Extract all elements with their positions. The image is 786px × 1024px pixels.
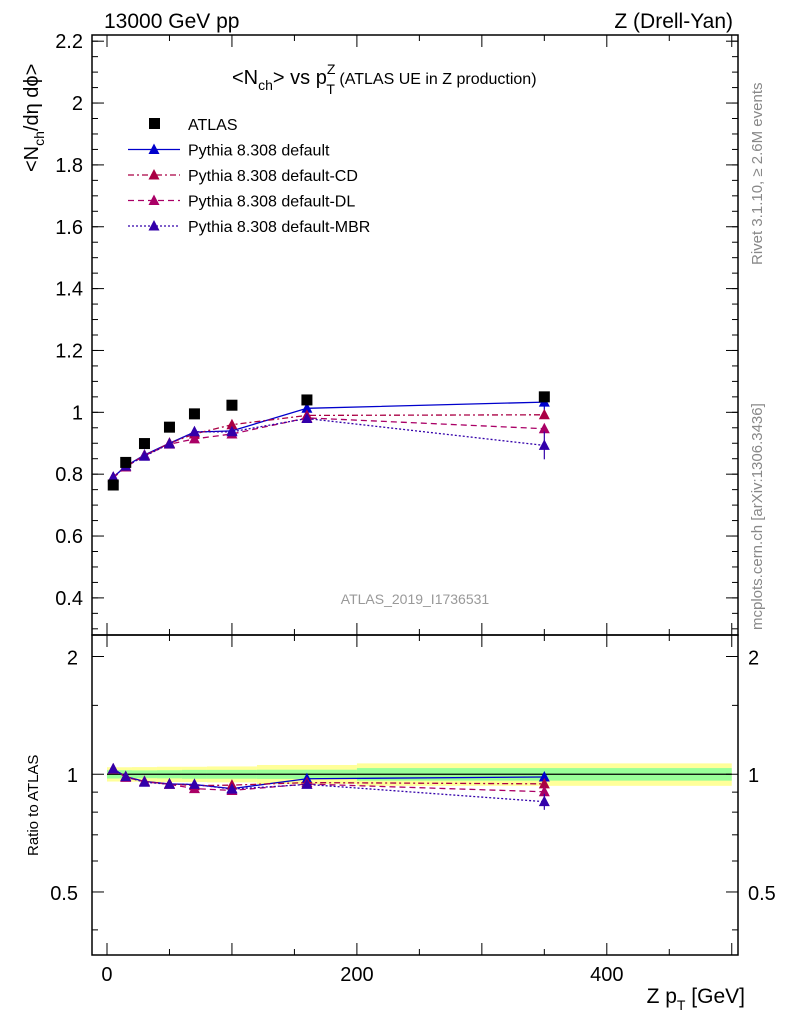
legend-entry-label: Pythia 8.308 default-DL bbox=[188, 194, 355, 211]
ratio-y-tick-label-right: 1 bbox=[748, 765, 759, 787]
legend-entry-label: Pythia 8.308 default bbox=[188, 143, 330, 160]
main-y-tick-label: 2 bbox=[72, 93, 83, 115]
main-line-cd bbox=[112, 414, 545, 478]
ratio-point-mbr bbox=[538, 795, 550, 807]
main-point-atlas bbox=[138, 438, 150, 450]
header-left-label: 13000 GeV pp bbox=[104, 10, 239, 33]
ratio-point-mbr bbox=[163, 778, 175, 789]
title-mid: > vs p bbox=[273, 67, 327, 89]
main-point-mbr bbox=[107, 471, 119, 482]
main-point-mbr bbox=[138, 450, 150, 461]
ratio-point-mbr bbox=[120, 770, 132, 782]
main-y-tick-label: 0.4 bbox=[55, 588, 83, 610]
main-point-atlas bbox=[188, 408, 200, 420]
main-point-mbr bbox=[163, 437, 175, 449]
ratio-y-tick-label-right: 0.5 bbox=[748, 883, 776, 905]
main-point-atlas bbox=[538, 391, 550, 403]
legend-marker-mbr bbox=[148, 220, 160, 231]
main-y-tick-label: 1.4 bbox=[55, 279, 83, 301]
x-tick-label: 0 bbox=[101, 964, 112, 986]
legend-marker-cd bbox=[148, 169, 160, 180]
main-point-atlas bbox=[120, 456, 132, 468]
rivet-version-label: Rivet 3.1.10, ≥ 2.6M events bbox=[749, 83, 766, 266]
xlabel-a: Z p bbox=[647, 985, 677, 1008]
xlabel-c: [GeV] bbox=[685, 985, 745, 1008]
ratio-point-mbr bbox=[301, 778, 313, 789]
ratio-point-dl bbox=[538, 785, 550, 797]
main-point-mbr bbox=[188, 425, 200, 437]
main-point-atlas bbox=[107, 479, 119, 491]
main-line-dl bbox=[112, 417, 545, 479]
x-axis-label: Z pT [GeV] bbox=[647, 985, 745, 1013]
ratio-point-cd bbox=[538, 777, 550, 789]
ratio-point-mbr bbox=[188, 778, 200, 789]
main-point-cd bbox=[538, 408, 550, 420]
main-point-atlas bbox=[163, 421, 175, 433]
main-point-mbr bbox=[301, 412, 313, 424]
legend-marker-atlas bbox=[149, 118, 160, 129]
ratio-point-mbr bbox=[138, 776, 150, 787]
main-point-default bbox=[301, 402, 313, 413]
header-right-label: Z (Drell-Yan) bbox=[614, 10, 733, 33]
ratio-y-tick-label: 0.5 bbox=[50, 883, 78, 905]
xlabel-b: T bbox=[677, 997, 686, 1013]
ratio-panel-frame bbox=[91, 634, 739, 956]
main-y-tick-label: 1.8 bbox=[55, 155, 83, 177]
main-y-tick-label: 1.2 bbox=[55, 340, 83, 362]
title-sup: Z bbox=[327, 61, 336, 77]
ratio-y-axis-label: Ratio to ATLAS bbox=[25, 755, 42, 856]
ylabel-a: <N bbox=[21, 146, 43, 172]
main-point-cd bbox=[226, 418, 238, 430]
ratio-point-mbr bbox=[226, 783, 238, 794]
ylabel-b: ch bbox=[31, 131, 47, 146]
legend-marker-default bbox=[148, 143, 160, 154]
main-point-mbr bbox=[226, 425, 238, 437]
x-tick-label: 400 bbox=[590, 964, 623, 986]
main-point-dl bbox=[188, 432, 200, 444]
main-point-dl bbox=[538, 422, 550, 434]
main-y-tick-label: 1.6 bbox=[55, 217, 83, 239]
ratio-y-tick-label: 2 bbox=[67, 648, 78, 670]
main-plot-title: <Nch> vs pZ T (ATLAS UE in Z production) bbox=[232, 61, 537, 97]
main-point-mbr bbox=[538, 439, 550, 450]
legend-marker-dl bbox=[148, 194, 160, 205]
ratio-y-tick-label-right: 2 bbox=[748, 648, 759, 670]
main-y-tick-label: 0.8 bbox=[55, 464, 83, 486]
title-sub2: T bbox=[326, 81, 335, 97]
main-panel: 0.4 0.6 0.8 1 1.2 1.4 1.6 1.8 2 2.2 bbox=[55, 31, 739, 636]
ratio-y-tick-label: 1 bbox=[67, 765, 78, 787]
main-y-tick-label: 0.6 bbox=[55, 526, 83, 548]
main-y-tick-label: 2.2 bbox=[55, 31, 83, 53]
main-line-mbr bbox=[112, 417, 545, 478]
main-point-atlas bbox=[301, 394, 313, 406]
ratio-point-mbr bbox=[107, 762, 119, 774]
ratio-panel: 0.5 0.5 1 1 2 2 0 200 400 bbox=[50, 634, 776, 986]
main-point-atlas bbox=[226, 399, 238, 411]
ylabel-c: /dη dϕ> bbox=[21, 64, 43, 131]
legend-entry-label: Pythia 8.308 default-CD bbox=[188, 168, 358, 185]
main-y-tick-label: 1 bbox=[72, 402, 83, 424]
legend-entry-label: Pythia 8.308 default-MBR bbox=[188, 219, 370, 236]
main-y-axis-label: <Nch/dη dϕ> bbox=[21, 64, 47, 172]
legend: ATLAS Pythia 8.308 default Pythia 8.308 de… bbox=[128, 117, 370, 236]
title-sub1: ch bbox=[258, 77, 273, 93]
mcplots-label: mcplots.cern.ch [arXiv:1306.3436] bbox=[749, 403, 766, 630]
legend-entry-label: ATLAS bbox=[188, 117, 238, 134]
ratio-point-default bbox=[538, 770, 550, 782]
x-tick-label: 200 bbox=[340, 964, 373, 986]
analysis-watermark: ATLAS_2019_I1736531 bbox=[341, 591, 490, 607]
title-post: (ATLAS UE in Z production) bbox=[335, 71, 537, 88]
title-pre: <N bbox=[232, 67, 258, 89]
